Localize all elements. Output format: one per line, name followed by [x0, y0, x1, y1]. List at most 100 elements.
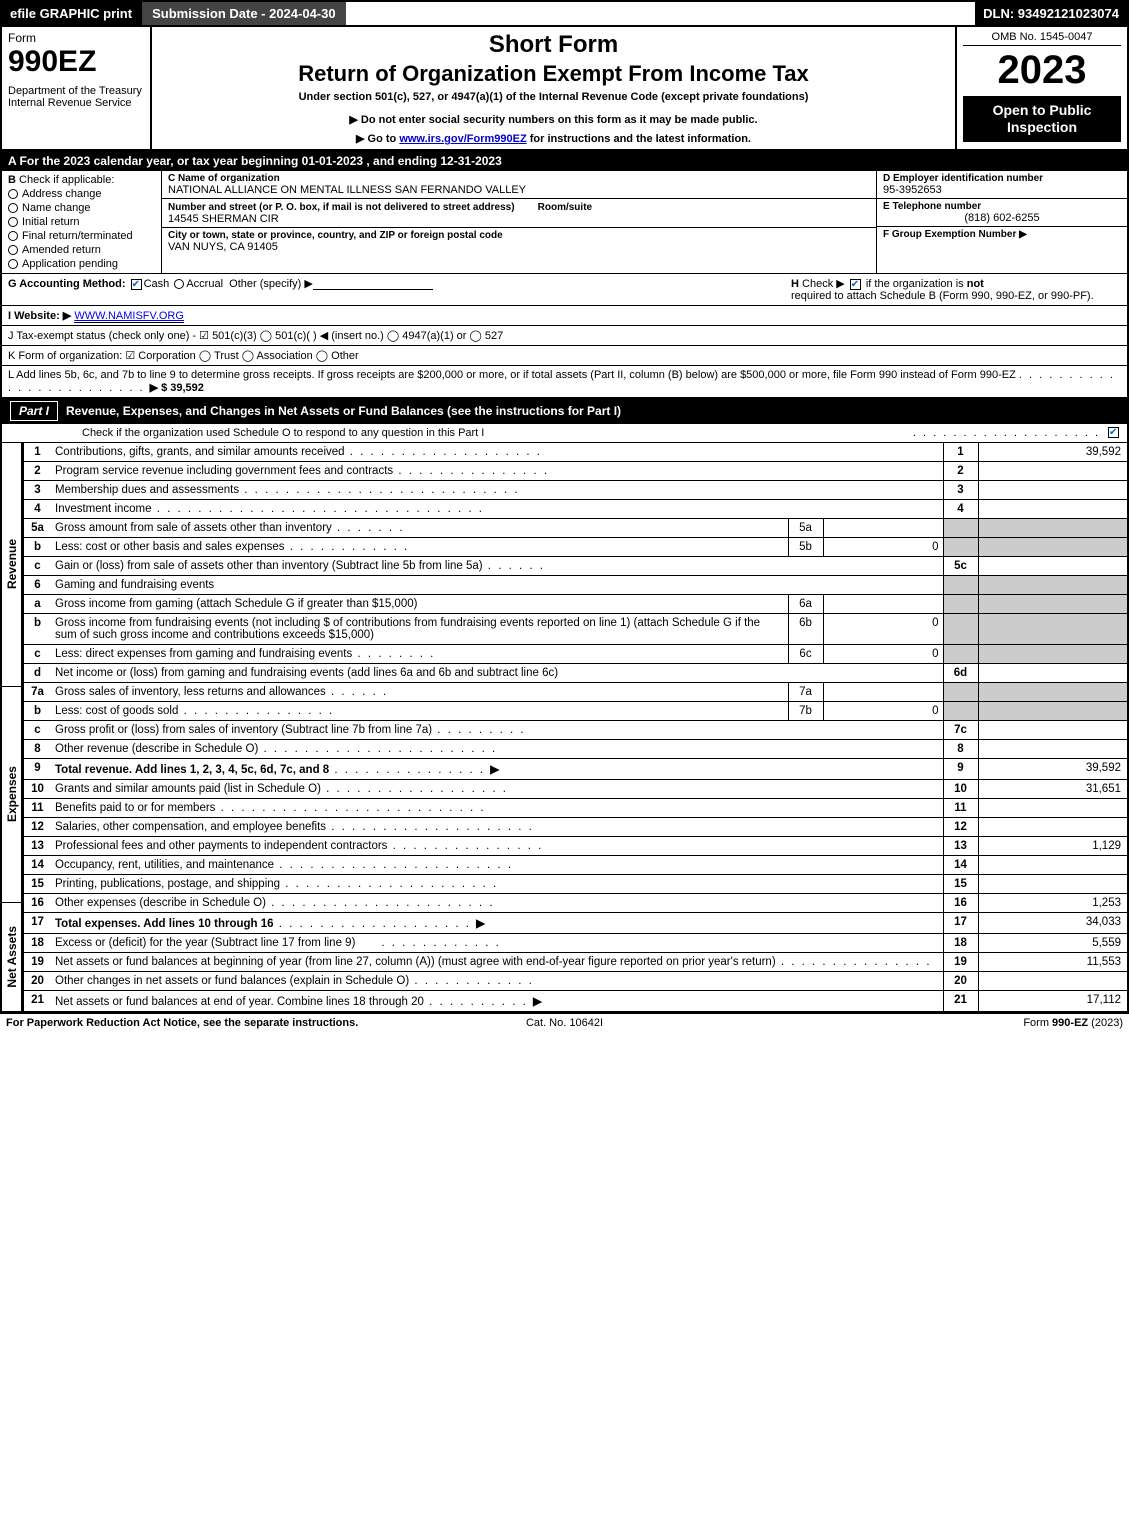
j-text: J Tax-exempt status (check only one) - ☑… — [8, 329, 1121, 342]
footer-center: Cat. No. 10642I — [378, 1017, 750, 1029]
ck-address-change[interactable]: Address change — [8, 188, 155, 200]
line-7b: bLess: cost of goods sold . . . . . . . … — [23, 702, 1128, 721]
row-a-tax-year: A For the 2023 calendar year, or tax yea… — [0, 151, 1129, 171]
page-footer: For Paperwork Reduction Act Notice, see … — [0, 1012, 1129, 1032]
instructions-line: ▶ Go to www.irs.gov/Form990EZ for instru… — [160, 132, 947, 145]
submission-date: Submission Date - 2024-04-30 — [140, 2, 346, 25]
line-16: 16Other expenses (describe in Schedule O… — [23, 894, 1128, 913]
i-label: I Website: ▶ — [8, 310, 71, 322]
short-form-label: Short Form — [160, 31, 947, 59]
g-label: G Accounting Method: — [8, 278, 126, 290]
form-subtitle: Under section 501(c), 527, or 4947(a)(1)… — [160, 91, 947, 103]
line-20: 20Other changes in net assets or fund ba… — [23, 972, 1128, 991]
street-address: 14545 SHERMAN CIR — [168, 213, 870, 225]
line-14: 14Occupancy, rent, utilities, and mainte… — [23, 856, 1128, 875]
public-inspection-badge: Open to Public Inspection — [963, 96, 1121, 142]
line-21: 21Net assets or fund balances at end of … — [23, 991, 1128, 1012]
department-label: Department of the Treasury Internal Reve… — [8, 85, 144, 109]
tax-year: 2023 — [963, 50, 1121, 90]
line-5a: 5aGross amount from sale of assets other… — [23, 519, 1128, 538]
line-15: 15Printing, publications, postage, and s… — [23, 875, 1128, 894]
ein-value: 95-3952653 — [883, 184, 1121, 196]
b-label: B — [8, 174, 16, 186]
b-text: Check if applicable: — [19, 174, 114, 186]
col-c: C Name of organization NATIONAL ALLIANCE… — [162, 171, 877, 273]
l-text: L Add lines 5b, 6c, and 7b to line 9 to … — [8, 369, 1016, 381]
f-label: F Group Exemption Number ▶ — [883, 229, 1121, 240]
line-10: 10Grants and similar amounts paid (list … — [23, 780, 1128, 799]
website-link[interactable]: WWW.NAMISFV.ORG — [74, 310, 184, 323]
col-b: B Check if applicable: Address change Na… — [2, 171, 162, 273]
rows-g-to-l: G Accounting Method: Cash Accrual Other … — [0, 274, 1129, 398]
header-right: OMB No. 1545-0047 2023 Open to Public In… — [957, 27, 1127, 149]
row-l: L Add lines 5b, 6c, and 7b to line 9 to … — [2, 366, 1127, 398]
ck-initial-return[interactable]: Initial return — [8, 216, 155, 228]
vlabel-expenses: Expenses — [0, 686, 22, 903]
line-6a: aGross income from gaming (attach Schedu… — [23, 595, 1128, 614]
header-center: Short Form Return of Organization Exempt… — [152, 27, 957, 149]
form-label: Form — [8, 31, 144, 45]
ck-schedule-b[interactable] — [850, 279, 861, 290]
ck-schedule-o-part1[interactable] — [1108, 427, 1119, 438]
k-text: K Form of organization: ☑ Corporation ◯ … — [8, 349, 1121, 362]
col-de: D Employer identification number 95-3952… — [877, 171, 1127, 273]
part1-grid: Revenue Expenses Net Assets 1Contributio… — [0, 442, 1129, 1012]
line-3: 3Membership dues and assessments . . . .… — [23, 481, 1128, 500]
section-bcdef: B Check if applicable: Address change Na… — [0, 171, 1129, 274]
org-name: NATIONAL ALLIANCE ON MENTAL ILLNESS SAN … — [168, 184, 870, 196]
city-state-zip: VAN NUYS, CA 91405 — [168, 241, 870, 253]
efile-label[interactable]: efile GRAPHIC print — [2, 2, 140, 25]
topbar-spacer — [346, 2, 976, 25]
line-1: 1Contributions, gifts, grants, and simil… — [23, 443, 1128, 462]
footer-left: For Paperwork Reduction Act Notice, see … — [6, 1017, 378, 1029]
room-label: Room/suite — [518, 202, 592, 213]
part1-title: Revenue, Expenses, and Changes in Net As… — [66, 404, 621, 418]
ck-accrual[interactable] — [174, 279, 184, 289]
line-19: 19Net assets or fund balances at beginni… — [23, 953, 1128, 972]
line-2: 2Program service revenue including gover… — [23, 462, 1128, 481]
note2-pre: ▶ Go to — [356, 133, 399, 145]
lines-table: 1Contributions, gifts, grants, and simil… — [22, 442, 1129, 1012]
line-7a: 7aGross sales of inventory, less returns… — [23, 683, 1128, 702]
other-specify-blank[interactable] — [313, 278, 433, 290]
l-amount: ▶ $ 39,592 — [150, 382, 204, 394]
omb-number: OMB No. 1545-0047 — [963, 31, 1121, 46]
row-k: K Form of organization: ☑ Corporation ◯ … — [2, 346, 1127, 366]
line-13: 13Professional fees and other payments t… — [23, 837, 1128, 856]
line-7c: cGross profit or (loss) from sales of in… — [23, 721, 1128, 740]
ck-name-change[interactable]: Name change — [8, 202, 155, 214]
part1-label: Part I — [10, 401, 58, 421]
part1-checkline: Check if the organization used Schedule … — [0, 424, 1129, 442]
row-j: J Tax-exempt status (check only one) - ☑… — [2, 326, 1127, 346]
irs-link[interactable]: www.irs.gov/Form990EZ — [399, 133, 526, 145]
line-6d: dNet income or (loss) from gaming and fu… — [23, 664, 1128, 683]
footer-right: Form 990-EZ (2023) — [751, 1017, 1123, 1029]
form-header: Form 990EZ Department of the Treasury In… — [0, 27, 1129, 151]
e-label: E Telephone number — [883, 201, 1121, 212]
line-9: 9Total revenue. Add lines 1, 2, 3, 4, 5c… — [23, 759, 1128, 780]
ck-amended-return[interactable]: Amended return — [8, 244, 155, 256]
ck-cash[interactable] — [131, 279, 142, 290]
row-g: G Accounting Method: Cash Accrual Other … — [2, 274, 1127, 306]
line-6: 6Gaming and fundraising events — [23, 576, 1128, 595]
line-5c: cGain or (loss) from sale of assets othe… — [23, 557, 1128, 576]
ssn-warning: ▶ Do not enter social security numbers o… — [160, 113, 947, 126]
line-8: 8Other revenue (describe in Schedule O) … — [23, 740, 1128, 759]
telephone-value: (818) 602-6255 — [883, 212, 1121, 224]
street-label: Number and street (or P. O. box, if mail… — [168, 202, 515, 213]
top-bar: efile GRAPHIC print Submission Date - 20… — [0, 0, 1129, 27]
line-6b: bGross income from fundraising events (n… — [23, 614, 1128, 645]
part1-check-text: Check if the organization used Schedule … — [82, 427, 913, 439]
line-11: 11Benefits paid to or for members . . . … — [23, 799, 1128, 818]
c-label: C Name of organization — [168, 173, 870, 184]
ck-application-pending[interactable]: Application pending — [8, 258, 155, 270]
form-title: Return of Organization Exempt From Incom… — [160, 61, 947, 87]
line-6c: cLess: direct expenses from gaming and f… — [23, 645, 1128, 664]
h-label: H — [791, 278, 799, 290]
line-18: 18Excess or (deficit) for the year (Subt… — [23, 934, 1128, 953]
dln-label: DLN: 93492121023074 — [975, 2, 1127, 25]
ck-final-return[interactable]: Final return/terminated — [8, 230, 155, 242]
d-label: D Employer identification number — [883, 173, 1121, 184]
vlabel-revenue: Revenue — [0, 442, 22, 686]
line-4: 4Investment income . . . . . . . . . . .… — [23, 500, 1128, 519]
